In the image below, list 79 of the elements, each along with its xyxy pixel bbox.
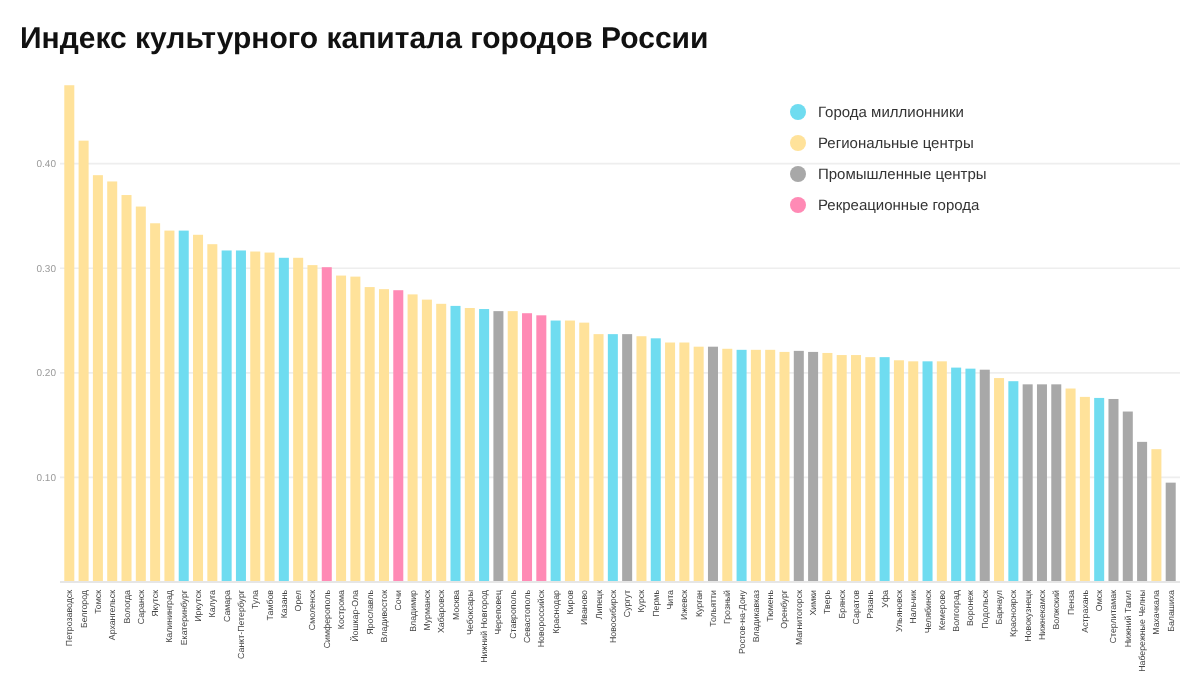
bar xyxy=(321,267,332,582)
bar xyxy=(450,305,461,582)
bar xyxy=(965,368,976,582)
bar xyxy=(522,313,533,582)
bar xyxy=(278,257,289,582)
bar xyxy=(393,290,404,582)
bar xyxy=(951,367,962,582)
bar xyxy=(364,287,375,582)
bar xyxy=(765,349,776,582)
bar xyxy=(507,311,518,582)
bar xyxy=(936,361,947,582)
chart-title: Индекс культурного капитала городов России xyxy=(20,22,709,56)
bar xyxy=(1022,384,1033,582)
bar xyxy=(750,349,761,582)
bar xyxy=(307,265,318,582)
bar xyxy=(464,307,475,582)
bar xyxy=(1151,449,1162,582)
bar xyxy=(822,352,833,582)
bar xyxy=(1094,397,1105,582)
bar xyxy=(193,234,204,582)
bar xyxy=(264,252,275,582)
bar xyxy=(1165,482,1176,582)
bar xyxy=(493,311,504,582)
bar xyxy=(908,361,919,582)
bar xyxy=(479,309,490,582)
bar xyxy=(436,303,447,582)
bar xyxy=(207,244,218,582)
bar xyxy=(665,342,676,582)
bar xyxy=(1079,396,1090,582)
bar xyxy=(250,251,261,582)
bar xyxy=(622,334,633,582)
bar xyxy=(650,338,661,582)
bar xyxy=(293,257,304,582)
bar xyxy=(1008,381,1019,582)
bar xyxy=(1137,441,1148,582)
bar xyxy=(564,320,575,582)
bar xyxy=(421,299,432,582)
bar xyxy=(879,357,890,582)
bar xyxy=(593,334,604,582)
bar xyxy=(121,195,132,582)
bar xyxy=(107,181,118,582)
bar xyxy=(579,322,590,582)
bar xyxy=(135,206,146,582)
bar xyxy=(378,289,389,582)
bar xyxy=(178,230,189,582)
bar xyxy=(808,351,819,582)
bar xyxy=(550,320,561,582)
bar xyxy=(922,361,933,582)
bar xyxy=(893,360,904,582)
bar xyxy=(336,275,347,582)
bar xyxy=(865,357,876,582)
bar xyxy=(407,294,418,582)
bar xyxy=(1051,384,1062,582)
bar xyxy=(636,336,647,582)
bar xyxy=(221,250,232,582)
bar xyxy=(707,346,718,582)
bar xyxy=(851,355,862,582)
bar xyxy=(1065,388,1076,582)
bar xyxy=(836,355,847,582)
bar xyxy=(679,342,690,582)
bar xyxy=(350,276,361,582)
bar xyxy=(994,378,1005,582)
bar xyxy=(1122,411,1133,582)
bar xyxy=(779,351,790,582)
bar xyxy=(1036,384,1047,582)
bar xyxy=(164,230,175,582)
bar xyxy=(979,369,990,582)
bar xyxy=(693,346,704,582)
bar xyxy=(150,223,161,582)
bar xyxy=(793,350,804,582)
bar xyxy=(92,175,103,582)
bar xyxy=(536,315,547,582)
bar xyxy=(736,349,747,582)
bar xyxy=(1108,398,1119,582)
bar xyxy=(78,140,89,582)
bar xyxy=(722,348,733,582)
bar xyxy=(64,85,75,582)
bar xyxy=(607,334,618,582)
bar xyxy=(235,250,246,582)
